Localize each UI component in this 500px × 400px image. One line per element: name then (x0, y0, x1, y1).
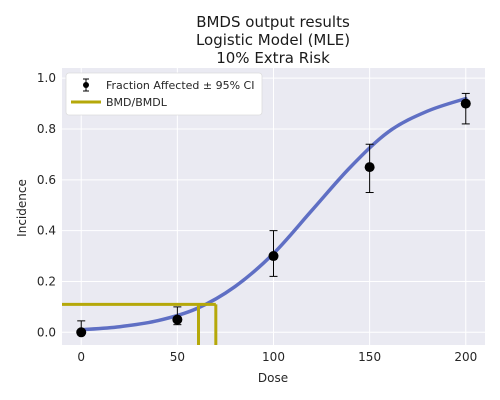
data-point (172, 314, 183, 325)
legend-box (65, 72, 263, 116)
y-tick-label: 0.4 (37, 224, 56, 238)
data-point (364, 162, 375, 173)
x-tick-label: 100 (262, 350, 285, 364)
legend: Fraction Affected ± 95% CI BMD/BMDL (65, 72, 263, 116)
y-tick-label: 0.0 (37, 325, 56, 339)
data-point (268, 251, 279, 262)
x-axis-label: Dose (258, 371, 288, 385)
y-axis-label: Incidence (15, 179, 29, 237)
title-line-3: 10% Extra Risk (216, 49, 330, 67)
legend-label-fraction: Fraction Affected ± 95% CI (106, 79, 254, 92)
y-tick-label: 0.6 (37, 173, 56, 187)
data-point (460, 98, 471, 109)
legend-errorbar-marker (83, 82, 89, 88)
x-tick-label: 200 (454, 350, 477, 364)
x-tick-label: 150 (358, 350, 381, 364)
y-tick-label: 1.0 (37, 71, 56, 85)
plot-marks (62, 92, 471, 345)
y-tick-label: 0.2 (37, 274, 56, 288)
title-line-1: BMDS output results (196, 13, 350, 31)
data-point (76, 327, 87, 338)
legend-label-bmd: BMD/BMDL (106, 96, 168, 109)
y-tick-labels: 0.0 0.2 0.4 0.6 0.8 1.0 (37, 71, 56, 339)
chart-title: BMDS output results Logistic Model (MLE)… (196, 13, 350, 67)
y-tick-label: 0.8 (37, 122, 56, 136)
x-tick-labels: 0 50 100 150 200 (77, 350, 477, 364)
x-tick-label: 50 (170, 350, 185, 364)
title-line-2: Logistic Model (MLE) (196, 31, 350, 49)
x-tick-label: 0 (77, 350, 85, 364)
